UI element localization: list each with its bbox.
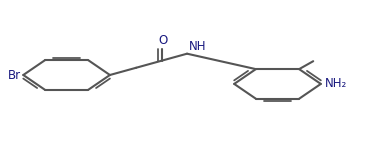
Text: NH₂: NH₂ (325, 77, 347, 90)
Text: Br: Br (8, 69, 21, 81)
Text: NH: NH (189, 40, 206, 53)
Text: O: O (158, 34, 168, 47)
